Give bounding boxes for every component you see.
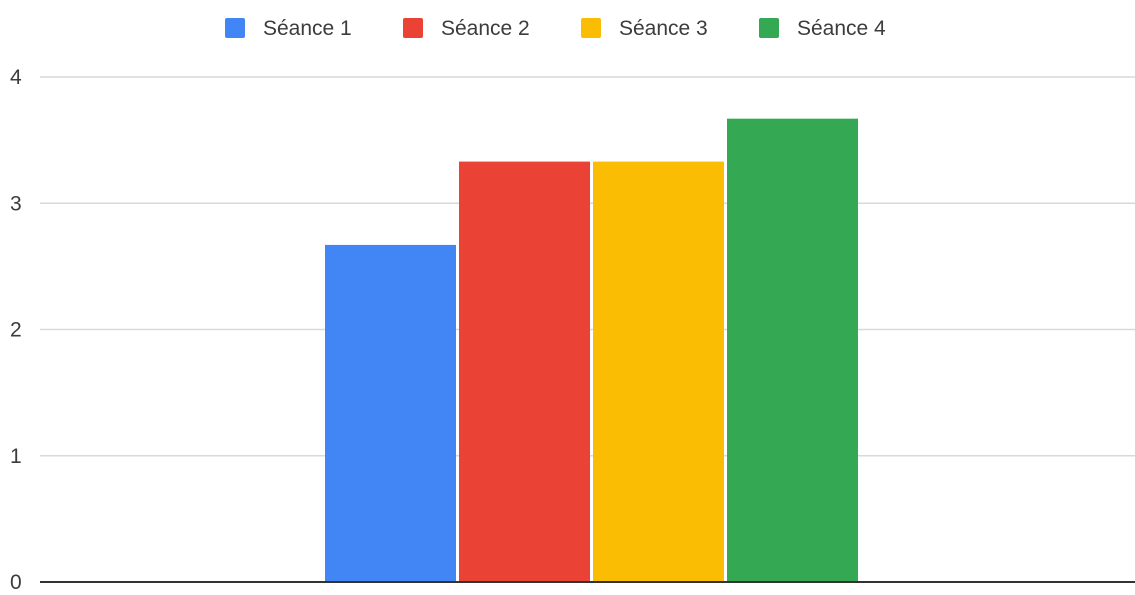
legend-swatch: [581, 18, 601, 38]
y-tick-label: 2: [10, 319, 22, 342]
legend-label: Séance 4: [797, 17, 886, 40]
y-tick-label: 0: [10, 571, 22, 590]
bar-1: [325, 244, 456, 582]
legend-label: Séance 1: [263, 17, 352, 40]
bar-3: [593, 161, 724, 582]
legend-label: Séance 3: [619, 17, 708, 40]
legend-swatch: [759, 18, 779, 38]
bars: [325, 118, 858, 582]
y-axis-ticks: 0 1 2 3 4: [10, 66, 22, 594]
legend-swatch: [403, 18, 423, 38]
bar-4: [727, 118, 858, 582]
y-tick-label: 3: [10, 192, 22, 215]
bar-2: [459, 161, 590, 582]
y-tick-label: 1: [10, 445, 22, 468]
y-tick-label: 4: [10, 66, 22, 89]
legend-swatch: [225, 18, 245, 38]
legend-label: Séance 2: [441, 17, 530, 40]
legend: Séance 1 Séance 2 Séance 3 Séance 4: [225, 17, 886, 40]
